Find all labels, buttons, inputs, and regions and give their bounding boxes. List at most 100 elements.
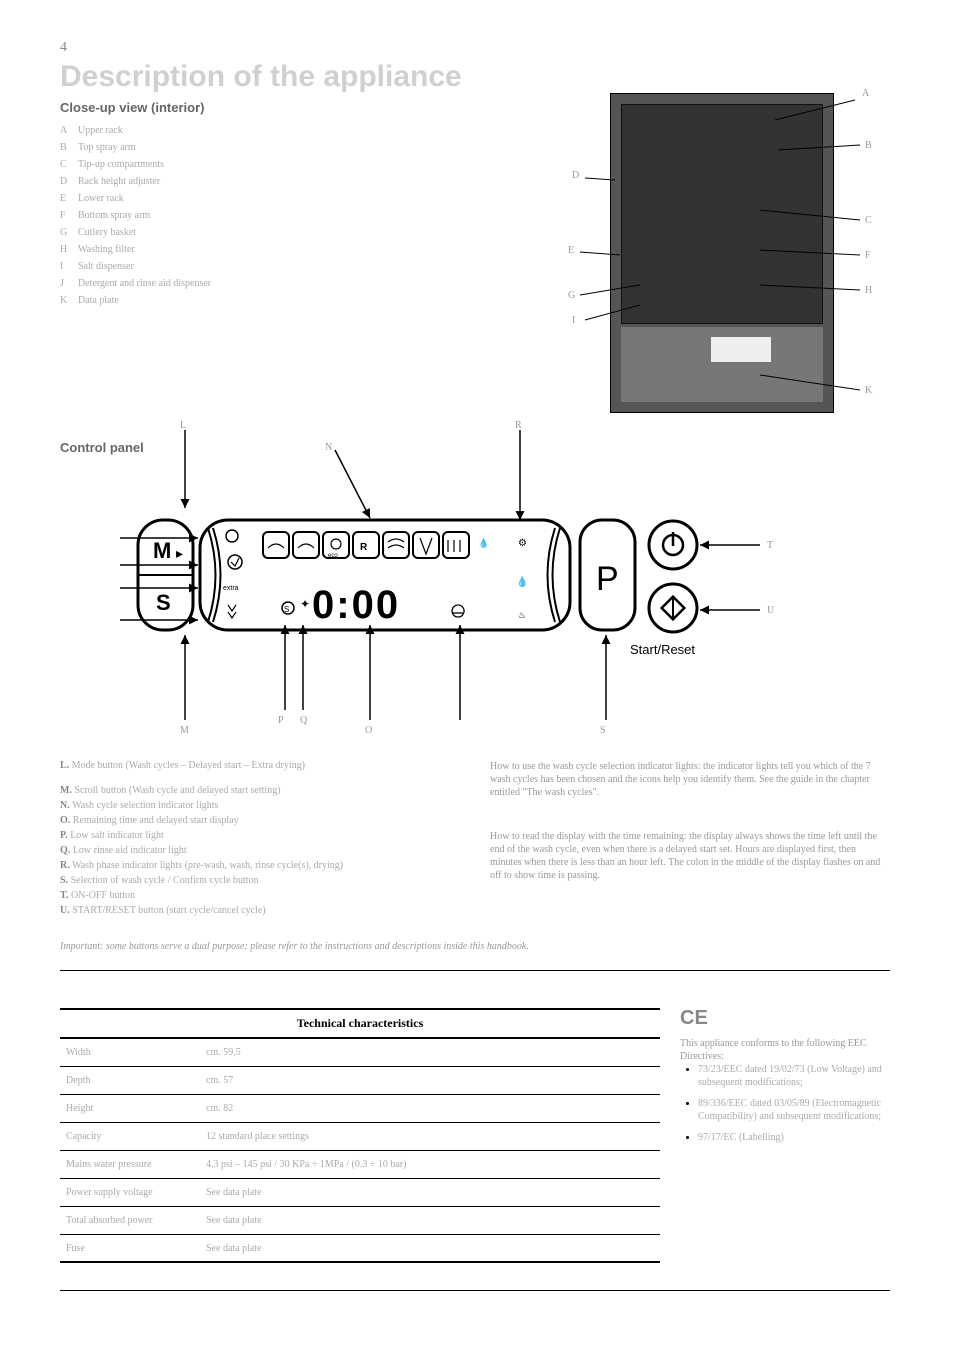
ce-box: CE This appliance conforms to the follow… xyxy=(680,1005,890,1152)
ov-E-letter: E xyxy=(60,193,66,204)
lbl-L-text: Mode button (Wash cycles – Delayed start… xyxy=(72,760,305,771)
lbl-Q: Q. Low rinse aid indicator light xyxy=(60,845,470,856)
ov-J-letter: J xyxy=(60,278,64,289)
table-row: Total absorbed power See data plate xyxy=(60,1207,660,1235)
closeup-title: Close-up view (interior) xyxy=(60,100,204,115)
cell-value: See data plate xyxy=(200,1183,660,1202)
photo-label-F: F xyxy=(865,250,871,261)
cell-value: cm. 59,5 xyxy=(200,1043,660,1062)
page-number: 4 xyxy=(60,40,67,56)
ov-A-letter: A xyxy=(60,125,67,136)
p-M: M xyxy=(180,725,189,736)
tech-title-row: Technical characteristics xyxy=(60,1008,660,1039)
photo-label-D: C xyxy=(865,215,872,226)
cell-name: Fuse xyxy=(60,1239,200,1258)
ce-intro: This appliance conforms to the following… xyxy=(680,1037,890,1063)
p-U: U xyxy=(767,605,774,616)
table-row: Width cm. 59,5 xyxy=(60,1039,660,1067)
lbl-U-text: START/RESET button (start cycle/cancel c… xyxy=(72,905,265,916)
ov-E-text: Lower rack xyxy=(78,193,124,204)
cell-name: Total absorbed power xyxy=(60,1211,200,1230)
p-Q: Q xyxy=(300,715,307,726)
cell-value: 4,3 psi – 145 psi / 30 KPa ÷ 1MPa / (0.3… xyxy=(200,1155,660,1174)
photo-label-H: H xyxy=(865,285,872,296)
main-heading: Description of the appliance xyxy=(60,60,462,94)
photo-label-E: E xyxy=(568,245,574,256)
photo-label-I: I xyxy=(572,315,575,326)
p-N: N xyxy=(325,442,332,453)
lbl-P: P. Low salt indicator light xyxy=(60,830,470,841)
p-T: T xyxy=(767,540,773,551)
p-L: L xyxy=(180,420,186,431)
bottom-hr xyxy=(60,1290,890,1291)
lbl-R: R. Wash phase indicator lights (pre-wash… xyxy=(60,860,470,871)
lbl-T-text: ON-OFF button xyxy=(71,890,135,901)
lbl-N-text: Wash cycle selection indicator lights xyxy=(72,800,218,811)
lbl-O: O. Remaining time and delayed start disp… xyxy=(60,815,470,826)
ce-bullet: 89/336/EEC dated 03/05/89 (Electromagnet… xyxy=(698,1097,890,1123)
cell-name: Power supply voltage xyxy=(60,1183,200,1202)
p-R: R xyxy=(515,420,522,431)
ov-F-letter: F xyxy=(60,210,66,221)
table-row: Power supply voltage See data plate xyxy=(60,1179,660,1207)
ov-I-letter: I xyxy=(60,261,63,272)
remaining-note: How to read the display with the time re… xyxy=(490,830,890,882)
ov-B-text: Top spray arm xyxy=(78,142,136,153)
ov-A-text: Upper rack xyxy=(78,125,123,136)
cell-name: Mains water pressure xyxy=(60,1155,200,1174)
lbl-N: N. Wash cycle selection indicator lights xyxy=(60,800,470,811)
tech-table: Technical characteristics Width cm. 59,5… xyxy=(60,1008,660,1263)
lbl-M-text: Scroll button (Wash cycle and delayed st… xyxy=(74,785,280,796)
ov-C-text: Tip-up compartments xyxy=(78,159,164,170)
table-row: Height cm. 82 xyxy=(60,1095,660,1123)
important-note: Important: some buttons serve a dual pur… xyxy=(60,940,880,953)
ce-bullets: 73/23/EEC dated 19/02/73 (Low Voltage) a… xyxy=(680,1063,890,1144)
table-row: Depth cm. 57 xyxy=(60,1067,660,1095)
cell-value: 12 standard place settings xyxy=(200,1127,660,1146)
table-row: Mains water pressure 4,3 psi – 145 psi /… xyxy=(60,1151,660,1179)
p-P: P xyxy=(278,715,284,726)
photo-label-G: G xyxy=(568,290,575,301)
table-row: Fuse See data plate xyxy=(60,1235,660,1263)
photo-label-C: D xyxy=(572,170,579,181)
lbl-M: M. Scroll button (Wash cycle and delayed… xyxy=(60,785,470,796)
tech-title: Technical characteristics xyxy=(60,1010,660,1037)
hr xyxy=(60,970,890,971)
led-note: How to use the wash cycle selection indi… xyxy=(490,760,890,799)
ov-F-text: Bottom spray arm xyxy=(78,210,150,221)
ov-H-letter: H xyxy=(60,244,67,255)
ov-K-text: Data plate xyxy=(78,295,119,306)
ov-D-text: Rack height adjuster xyxy=(78,176,160,187)
ce-bullet: 97/17/EC (Labelling) xyxy=(698,1131,890,1144)
lbl-U: U. START/RESET button (start cycle/cance… xyxy=(60,905,470,916)
lbl-L: L. Mode button (Wash cycles – Delayed st… xyxy=(60,760,470,771)
photo-label-A: A xyxy=(862,88,869,99)
ov-K-letter: K xyxy=(60,295,67,306)
cell-name: Capacity xyxy=(60,1127,200,1146)
ce-mark: CE xyxy=(680,1005,890,1031)
cell-value: See data plate xyxy=(200,1211,660,1230)
cell-name: Width xyxy=(60,1043,200,1062)
ce-bullet-text: 89/336/EEC dated 03/05/89 (Electromagnet… xyxy=(698,1098,881,1122)
ov-D-letter: D xyxy=(60,176,67,187)
photo-label-K: K xyxy=(865,385,872,396)
panel-callout-arrows xyxy=(60,420,890,740)
photo-label-B: B xyxy=(865,140,872,151)
lbl-S: S. Selection of wash cycle / Confirm cyc… xyxy=(60,875,470,886)
photo-callout-arrows xyxy=(560,90,900,420)
lbl-Q-text: Low rinse aid indicator light xyxy=(73,845,187,856)
lbl-T: T. ON-OFF button xyxy=(60,890,470,901)
lbl-P-text: Low salt indicator light xyxy=(70,830,164,841)
ov-B-letter: B xyxy=(60,142,67,153)
ce-bullet: 73/23/EEC dated 19/02/73 (Low Voltage) a… xyxy=(698,1063,890,1089)
lbl-S-text: Selection of wash cycle / Confirm cycle … xyxy=(71,875,259,886)
cell-name: Depth xyxy=(60,1071,200,1090)
cell-name: Height xyxy=(60,1099,200,1118)
p-S: S xyxy=(600,725,606,736)
cell-value: See data plate xyxy=(200,1239,660,1258)
table-row: Capacity 12 standard place settings xyxy=(60,1123,660,1151)
ov-G-letter: G xyxy=(60,227,67,238)
ov-C-letter: C xyxy=(60,159,67,170)
p-O: O xyxy=(365,725,372,736)
ov-I-text: Salt dispenser xyxy=(78,261,134,272)
